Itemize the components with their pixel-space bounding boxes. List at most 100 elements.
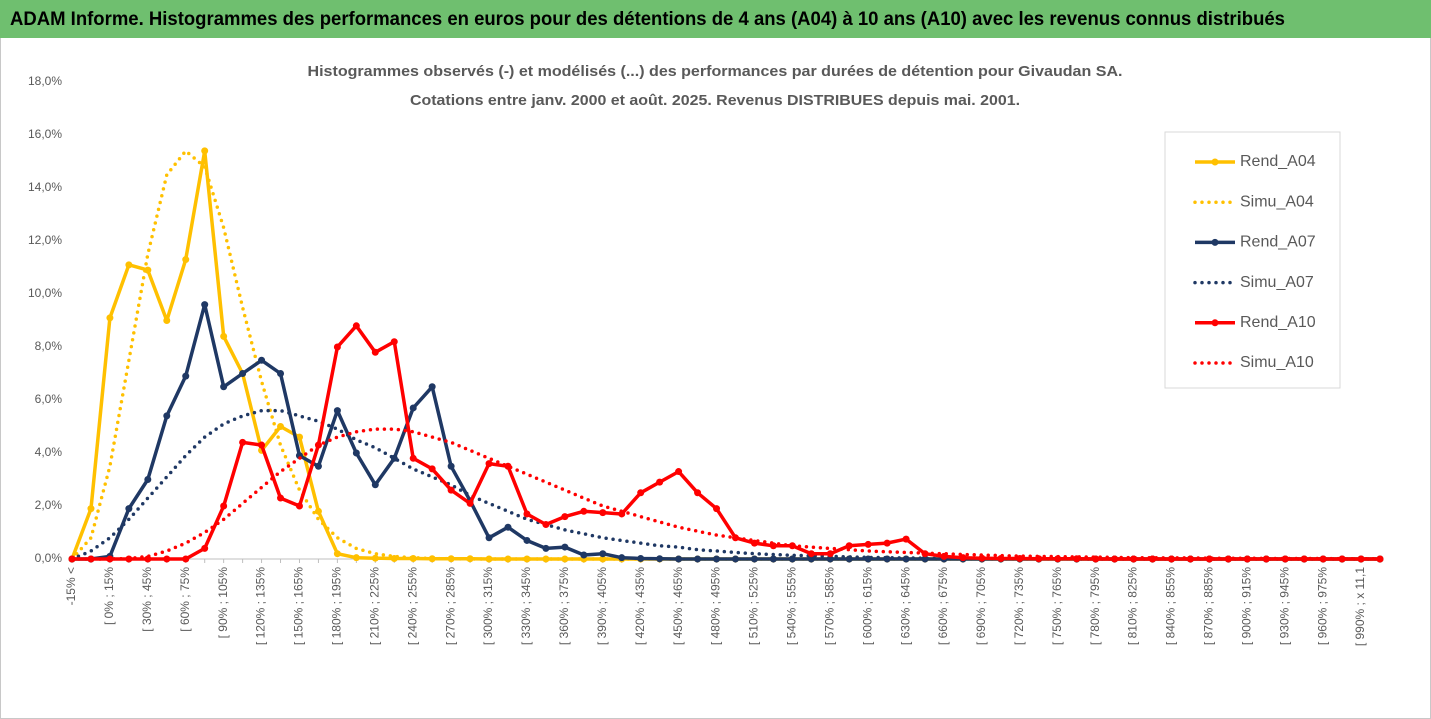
x-tick-label: [ 810% ; 825% (1126, 567, 1140, 645)
chart-subtitle: Cotations entre janv. 2000 et août. 2025… (410, 92, 1020, 109)
y-tick-label: 18,0% (28, 74, 62, 88)
point (182, 256, 190, 264)
point (807, 550, 815, 558)
y-tick-label: 0,0% (35, 551, 63, 565)
legend-label: Rend_A10 (1240, 314, 1316, 331)
x-tick-label: [ 270% ; 285% (443, 567, 457, 645)
point (106, 314, 114, 322)
x-tick-label: [ 180% ; 195% (330, 567, 344, 645)
point (618, 554, 626, 562)
point (201, 544, 209, 552)
point (220, 502, 228, 510)
x-tick-label: [ 150% ; 165% (292, 567, 306, 645)
point (239, 438, 247, 446)
x-tick-label: [ 0% ; 15% (102, 567, 116, 625)
point (864, 540, 872, 548)
x-tick-label: [ 30% ; 45% (140, 567, 154, 632)
point (637, 489, 645, 497)
x-tick-label: [ 570% ; 585% (822, 567, 836, 645)
x-tick-label: [ 870% ; 885% (1202, 567, 1216, 645)
point (656, 478, 664, 486)
point (978, 554, 986, 562)
legend-label: Simu_A07 (1240, 274, 1314, 291)
point (295, 502, 303, 510)
header-bar (0, 0, 1431, 38)
y-tick-label: 16,0% (28, 127, 62, 141)
point (333, 343, 341, 351)
x-tick-label: [ 360% ; 375% (557, 567, 571, 645)
point (599, 509, 607, 517)
point (409, 454, 417, 462)
point (447, 555, 455, 563)
point (182, 555, 190, 563)
x-tick-label: [ 780% ; 795% (1088, 567, 1102, 645)
point (106, 555, 114, 563)
x-tick-label: [ 990% ; x 11,1 (1353, 567, 1367, 646)
y-tick-label: 8,0% (35, 339, 63, 353)
point (788, 555, 796, 563)
x-tick-label: [ 450% ; 465% (671, 567, 685, 645)
x-tick-label: [ 630% ; 645% (898, 567, 912, 645)
point (371, 554, 379, 562)
legend-label: Simu_A04 (1240, 193, 1314, 210)
point (163, 412, 171, 420)
point (428, 383, 436, 391)
point (447, 462, 455, 470)
point (390, 338, 398, 346)
point (694, 489, 702, 497)
x-tick-label: [ 210% ; 225% (367, 567, 381, 645)
x-tick-label: [ 390% ; 405% (595, 567, 609, 645)
point (182, 372, 190, 380)
y-tick-label: 12,0% (28, 233, 62, 247)
point (333, 550, 341, 558)
header-title: ADAM Informe. Histogrammes des performan… (10, 9, 1285, 30)
point (523, 536, 531, 544)
point (561, 543, 569, 551)
series-line (70, 408, 1382, 561)
point (845, 542, 853, 550)
point (1376, 555, 1384, 563)
x-tick-label: [ 60% ; 75% (178, 567, 192, 632)
point (1281, 555, 1289, 563)
chart-title: Histogrammes observés (-) et modélisés (… (308, 63, 1123, 80)
x-tick-label: [ 300% ; 315% (481, 567, 495, 645)
x-tick-label: [ 720% ; 735% (1012, 567, 1026, 645)
point (428, 465, 436, 473)
point (163, 317, 171, 324)
point (959, 554, 967, 562)
point (201, 301, 209, 309)
point (220, 383, 228, 391)
point (504, 523, 512, 531)
point (656, 555, 664, 563)
point (125, 261, 133, 269)
x-tick-label: [ 840% ; 855% (1164, 567, 1178, 645)
point (713, 555, 721, 563)
x-tick-label: [ 120% ; 135% (254, 567, 268, 645)
point (239, 370, 247, 377)
x-tick-label: [ 750% ; 765% (1050, 567, 1064, 645)
legend-label: Simu_A10 (1240, 354, 1314, 371)
series-line (70, 427, 1382, 561)
legend-label: Rend_A07 (1240, 234, 1316, 251)
point (87, 555, 95, 563)
point (902, 535, 910, 543)
point (466, 555, 474, 563)
point (694, 555, 702, 563)
y-tick-label: 10,0% (28, 286, 62, 300)
point (258, 356, 266, 364)
point (826, 550, 834, 558)
x-tick-label: [ 330% ; 345% (519, 567, 533, 645)
y-tick-label: 6,0% (35, 392, 63, 406)
point (447, 486, 455, 494)
point (371, 348, 379, 356)
point (485, 534, 493, 542)
point (523, 510, 531, 518)
x-tick-label: [ 510% ; 525% (747, 567, 761, 645)
point (201, 147, 209, 155)
point (163, 555, 171, 563)
point (580, 551, 588, 559)
x-tick-label: [ 480% ; 495% (709, 567, 723, 645)
point (807, 555, 815, 563)
